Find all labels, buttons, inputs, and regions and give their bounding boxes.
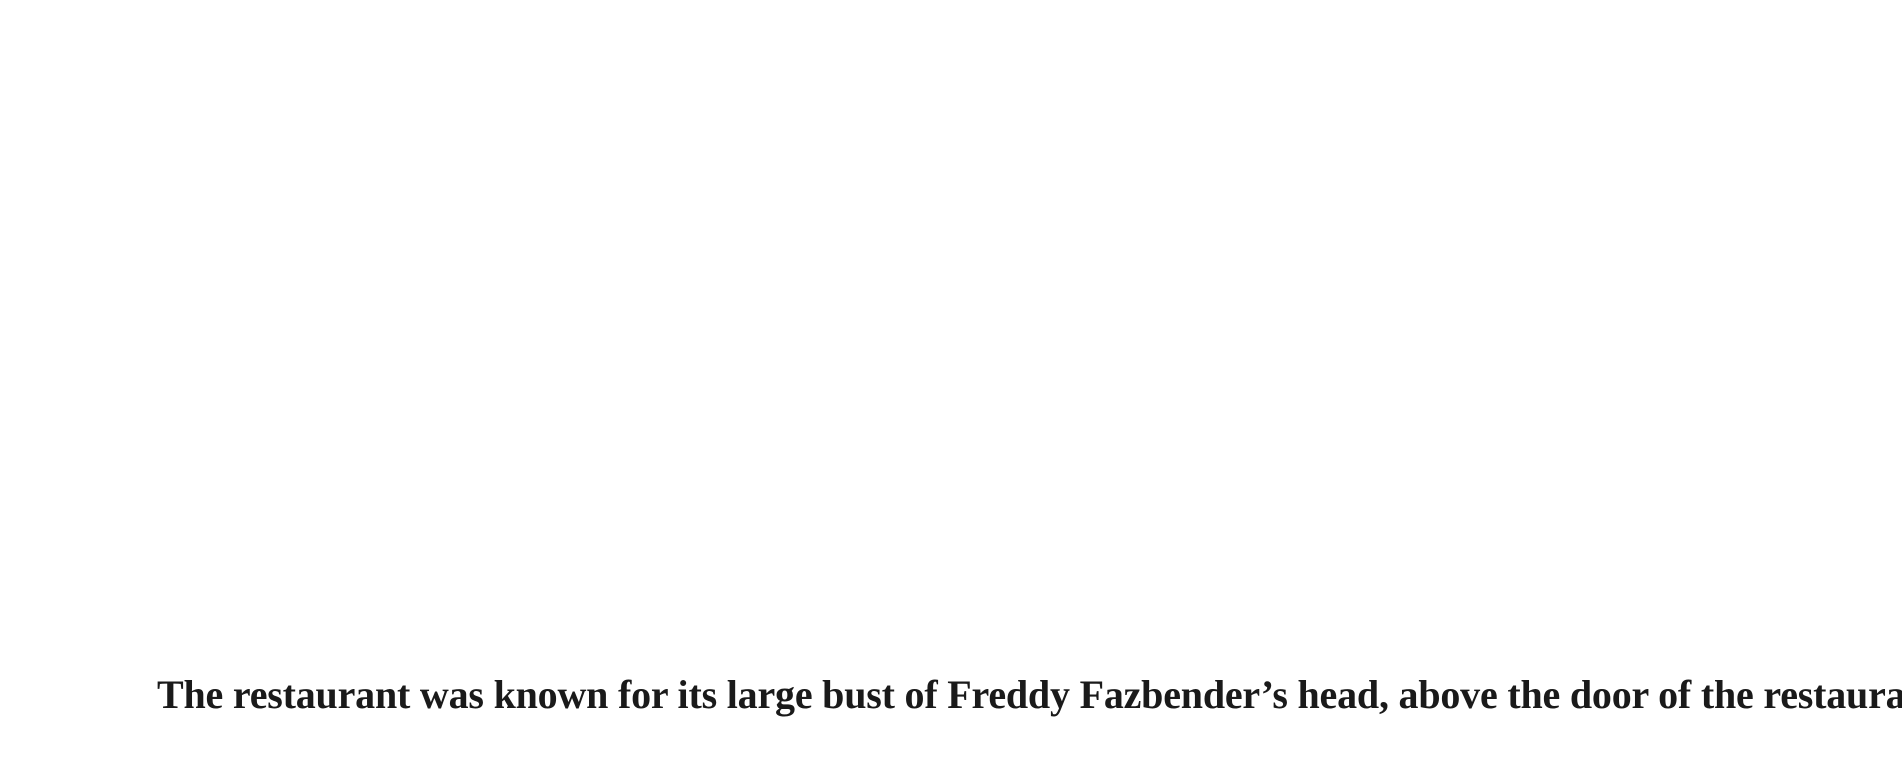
caption-text: The restaurant was known for its large b…	[157, 672, 1902, 717]
